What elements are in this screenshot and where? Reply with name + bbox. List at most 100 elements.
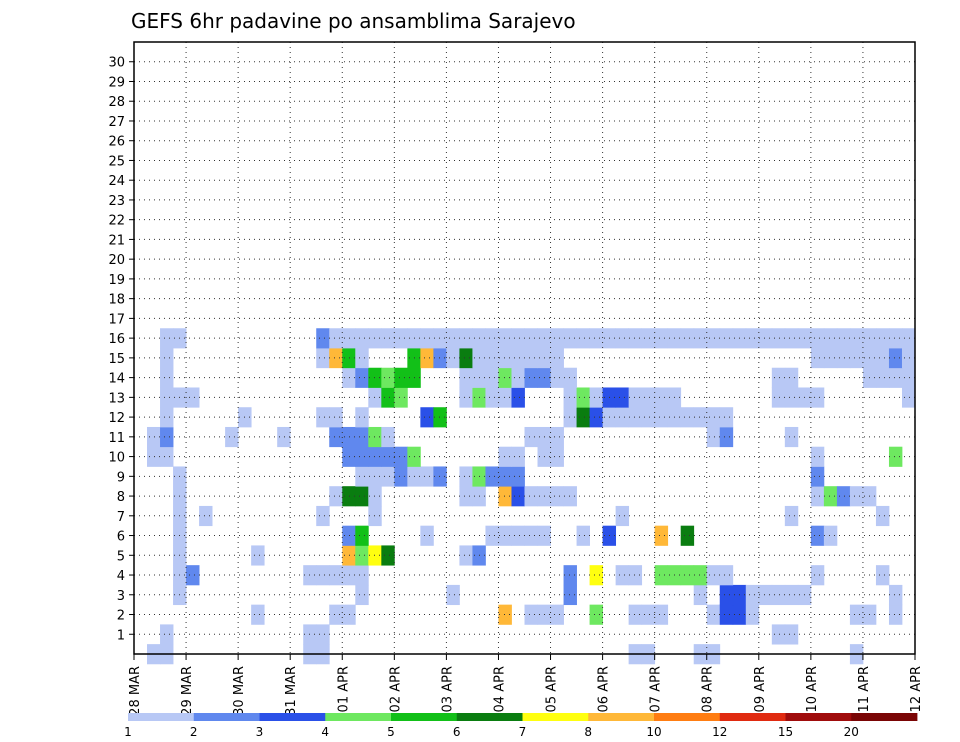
colorbar-swatch: [851, 713, 918, 721]
heatmap-cell: [498, 486, 512, 507]
heatmap-cell: [160, 348, 174, 369]
colorbar-swatch: [588, 713, 655, 721]
x-tick-label: 03 APR: [440, 666, 455, 712]
heatmap-cell: [784, 367, 799, 388]
heatmap-cell: [901, 328, 916, 349]
heatmap-cell: [355, 328, 369, 349]
heatmap-cell: [836, 328, 851, 349]
heatmap-cell: [706, 328, 721, 349]
heatmap-cell: [329, 407, 343, 428]
heatmap-cell: [498, 525, 512, 546]
x-axis-ticks: 28 MAR 29 MAR 30 MAR 31 MAR 01 APR 02 APR 03 A…: [128, 654, 924, 716]
heatmap-cell: [719, 407, 734, 428]
heatmap-cell: [316, 505, 330, 527]
heatmap-cell: [628, 407, 643, 428]
heatmap-cell: [316, 624, 330, 645]
heatmap-cell: [771, 367, 786, 388]
heatmap-cell: [719, 584, 734, 606]
heatmap-cell: [498, 367, 512, 388]
heatmap-cell: [420, 348, 434, 369]
heatmap-cell: [446, 584, 460, 606]
y-tick-label: 18: [108, 293, 125, 308]
colorbar-label: 20: [844, 725, 859, 739]
heatmap-cell: [628, 604, 643, 625]
heatmap-cell: [888, 584, 903, 606]
heatmap-cell: [693, 584, 708, 606]
heatmap-cell: [459, 545, 473, 566]
heatmap-cell: [511, 446, 525, 467]
heatmap-cell: [888, 446, 903, 467]
heatmap-cell: [589, 565, 603, 586]
heatmap-cell: [784, 505, 799, 527]
heatmap-cell: [342, 446, 356, 467]
heatmap-cell: [524, 486, 538, 507]
y-tick-label: 3: [117, 589, 125, 604]
y-tick-label: 28: [108, 95, 125, 110]
heatmap-cell: [745, 328, 760, 349]
heatmap-cell: [459, 486, 473, 507]
heatmap-cell: [875, 505, 890, 527]
heatmap-cell: [641, 328, 656, 349]
x-tick-label: 28 MAR: [128, 666, 143, 716]
heatmap-cell: [615, 328, 630, 349]
y-tick-label: 15: [108, 352, 125, 367]
heatmap-cell: [511, 328, 525, 349]
colorbar-swatch: [654, 713, 721, 721]
colorbar-label: 1: [124, 725, 132, 739]
y-tick-label: 19: [108, 273, 125, 288]
colorbar-swatch: [522, 713, 589, 721]
colorbar-label: 3: [256, 725, 264, 739]
x-tick-label: 10 APR: [805, 666, 820, 712]
heatmap-cell: [485, 387, 499, 408]
colorbar-swatch: [128, 713, 195, 721]
heatmap-cell: [459, 466, 473, 487]
heatmap-cell: [823, 486, 838, 507]
heatmap-cell: [693, 328, 708, 349]
heatmap-cell: [524, 367, 538, 388]
y-tick-label: 10: [108, 451, 125, 466]
heatmap-cell: [784, 624, 799, 645]
heatmap-cell: [563, 584, 577, 606]
x-tick-label: 11 APR: [857, 666, 872, 712]
heatmap-cell: [485, 328, 499, 349]
heatmap-cell: [459, 367, 473, 388]
heatmap-cell: [511, 486, 525, 507]
heatmap-cells: [147, 328, 916, 665]
heatmap-cell: [680, 565, 695, 586]
heatmap-cell: [316, 565, 330, 586]
heatmap-cell: [706, 407, 721, 428]
heatmap-cell: [420, 328, 434, 349]
heatmap-cell: [342, 525, 356, 546]
y-tick-label: 6: [117, 530, 125, 545]
heatmap-cell: [498, 446, 512, 467]
colorbar-swatch: [719, 713, 786, 721]
heatmap-cell: [654, 565, 669, 586]
heatmap-cell: [147, 446, 161, 467]
heatmap-cell: [849, 604, 864, 625]
heatmap-cell: [342, 367, 356, 388]
heatmap-cell: [875, 367, 890, 388]
x-tick-label: 02 APR: [388, 666, 403, 712]
y-tick-label: 14: [108, 372, 125, 387]
heatmap-cell: [511, 525, 525, 546]
heatmap-cell: [810, 466, 825, 487]
heatmap-cell: [394, 387, 408, 408]
heatmap-cell: [810, 525, 825, 546]
heatmap-cell: [355, 407, 369, 428]
heatmap-cell: [810, 348, 825, 369]
heatmap-cell: [342, 565, 356, 586]
y-tick-label: 21: [108, 233, 125, 248]
heatmap-cell: [563, 486, 577, 507]
colorbar-label: 10: [646, 725, 661, 739]
heatmap-cell: [355, 584, 369, 606]
heatmap-cell: [576, 387, 590, 408]
heatmap-cell: [160, 328, 174, 349]
heatmap-cell: [563, 367, 577, 388]
y-tick-label: 26: [108, 135, 125, 150]
heatmap-cell: [901, 367, 916, 388]
heatmap-cell: [368, 426, 382, 448]
heatmap-cell: [771, 387, 786, 408]
heatmap-cell: [342, 545, 356, 566]
heatmap-cell: [368, 387, 382, 408]
heatmap-cell: [329, 348, 343, 369]
